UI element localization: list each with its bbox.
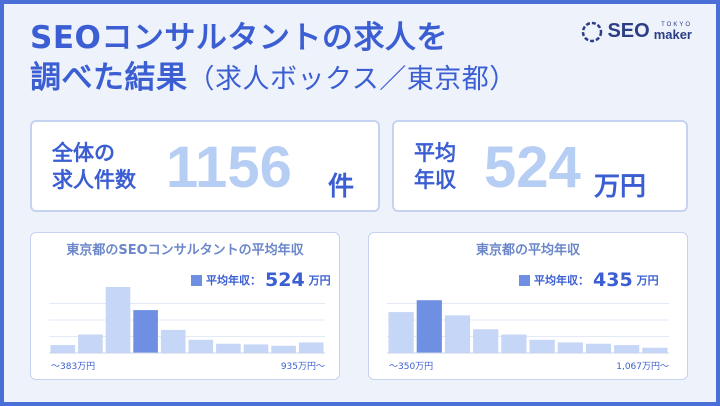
- histogram-bar: [642, 347, 668, 353]
- logo-right: TOKYO maker: [654, 22, 692, 41]
- histogram-bar: [105, 287, 131, 353]
- histogram-bar: [557, 342, 583, 353]
- logo-mark-icon: [582, 21, 603, 42]
- jobs-label-line2: 求人件数: [52, 168, 136, 192]
- histogram-bar: [444, 315, 471, 353]
- seo-maker-logo: SEO TOKYO maker: [581, 20, 692, 43]
- axis-min-label: 〜383万円: [51, 362, 96, 372]
- avg-unit: 万円: [636, 274, 659, 287]
- legend-square-icon: [191, 274, 202, 286]
- legend-square-icon: [519, 274, 530, 286]
- histogram-bar: [614, 345, 640, 353]
- tokyo-salary-chart-card: 東京都の平均年収 平均年収： 435 万円 〜350万円 1,067万円〜: [368, 232, 688, 380]
- title-line1: SEOコンサルタントの求人を: [30, 20, 448, 56]
- histogram-bar: [388, 312, 414, 353]
- title-line2: 調べた結果: [30, 60, 188, 96]
- jobs-count-card: 全体の 求人件数 1156 件: [30, 120, 380, 212]
- jobs-count-unit: 件: [328, 172, 355, 202]
- jobs-count-value: 1156: [166, 135, 292, 200]
- histogram-bar: [133, 310, 158, 353]
- histogram-bar: [50, 345, 76, 353]
- avg-salary-value: 524: [484, 135, 581, 200]
- seo-salary-chart-card: 東京都のSEOコンサルタントの平均年収 平均年収： 524 万円 〜383万円 …: [30, 232, 340, 380]
- histogram-bar: [416, 300, 442, 353]
- axis-max-label: 935万円〜: [280, 362, 325, 372]
- avg-salary-unit: 万円: [594, 172, 647, 202]
- avg-value: 435: [593, 269, 633, 291]
- histogram-bar: [501, 334, 527, 353]
- page-title: SEOコンサルタントの求人を 調べた結果（求人ボックス／東京都）: [30, 18, 550, 100]
- jobs-label-line1: 全体の: [52, 141, 115, 165]
- salary-label-line2: 年収: [414, 168, 456, 192]
- histogram-bar: [529, 339, 555, 353]
- logo-seo-text: SEO: [607, 20, 650, 42]
- histogram-bar: [160, 329, 186, 353]
- title-line2-wrap: 調べた結果（求人ボックス／東京都）: [30, 58, 550, 100]
- avg-value: 524: [265, 269, 305, 291]
- axis-min-label: 〜350万円: [389, 362, 434, 372]
- title-subtitle: （求人ボックス／東京都）: [187, 64, 517, 95]
- histogram-bar: [585, 343, 612, 353]
- logo-maker-text: maker: [653, 27, 692, 42]
- axis-max-label: 1,067万円〜: [616, 362, 669, 372]
- histogram-bar: [188, 339, 214, 353]
- histogram-bar: [243, 344, 269, 353]
- avg-salary-label: 平均 年収: [414, 140, 456, 194]
- avg-unit: 万円: [308, 274, 331, 287]
- chart-average: 平均年収： 435 万円: [519, 269, 659, 291]
- chart-title: 東京都のSEOコンサルタントの平均年収: [66, 243, 304, 258]
- histogram: [49, 287, 325, 354]
- avg-label: 平均年収：: [206, 274, 261, 287]
- histogram-bar: [216, 343, 241, 353]
- histogram-bar: [298, 342, 324, 353]
- chart-title: 東京都の平均年収: [475, 243, 580, 258]
- logo-tokyo-text: TOKYO: [661, 22, 692, 28]
- histogram: [387, 300, 669, 354]
- histogram-bar: [473, 329, 499, 353]
- histogram-bar: [78, 334, 103, 353]
- jobs-count-label: 全体の 求人件数: [52, 140, 136, 194]
- avg-label: 平均年収：: [534, 274, 589, 287]
- salary-label-line1: 平均: [414, 141, 456, 165]
- chart-average: 平均年収： 524 万円: [191, 269, 331, 291]
- avg-salary-card: 平均 年収 524 万円: [392, 120, 688, 212]
- histogram-bar: [271, 345, 296, 353]
